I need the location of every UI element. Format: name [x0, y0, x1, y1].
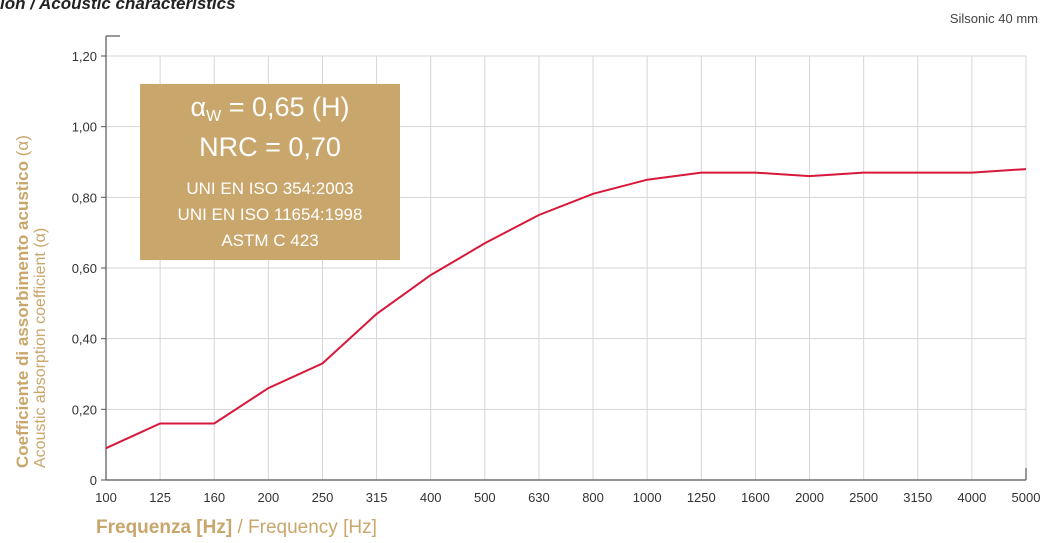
page-heading: ion / Acoustic characteristics: [0, 0, 236, 13]
x-tick-label: 1000: [633, 490, 662, 505]
info-box-background: [140, 84, 400, 260]
y-tick-label: 0,60: [72, 261, 97, 276]
standard-2: UNI EN ISO 11654:1998: [178, 205, 363, 224]
y-axis-label-italian-text: Coefficiente di assorbimento acustico: [13, 161, 32, 468]
x-tick-label: 125: [149, 490, 171, 505]
y-tick-label: 1,20: [72, 49, 97, 64]
standard-1: UNI EN ISO 354:2003: [186, 179, 353, 198]
standard-3: ASTM C 423: [221, 231, 318, 250]
x-tick-label: 2500: [849, 490, 878, 505]
x-axis-label: Frequenza [Hz] / Frequency [Hz]: [96, 517, 377, 538]
y-axis-label-italian: Coefficiente di assorbimento acustico (α…: [13, 135, 32, 468]
alpha-w-label: αW = 0,65 (H): [190, 92, 349, 125]
y-tick-label: 0: [90, 473, 97, 488]
alpha-value: = 0,65 (H): [221, 92, 349, 122]
product-caption: Silsonic 40 mm: [949, 11, 1038, 26]
alpha-subscript: W: [206, 108, 222, 125]
x-tick-label: 1250: [687, 490, 716, 505]
x-axis-label-italian: Frequenza [Hz]: [96, 517, 232, 538]
x-tick-labels: 100 125 160 200 250 315 400 500 630 800 1000 1250 16…: [95, 490, 1040, 505]
x-tick-label: 2000: [795, 490, 824, 505]
x-tick-label: 100: [95, 490, 117, 505]
nrc-label: NRC = 0,70: [199, 132, 341, 162]
y-tick-label: 0,80: [72, 190, 97, 205]
x-tick-label: 250: [312, 490, 334, 505]
x-tick-label: 315: [366, 490, 388, 505]
y-tick-label: 0,20: [72, 402, 97, 417]
x-axis-label-english: / Frequency [Hz]: [232, 517, 377, 538]
x-tick-label: 5000: [1012, 490, 1041, 505]
x-tick-label: 400: [420, 490, 442, 505]
x-tick-label: 3150: [903, 490, 932, 505]
x-tick-label: 1600: [741, 490, 770, 505]
y-axis-label-english: Acoustic absorption coefficient (α): [32, 228, 49, 468]
x-tick-label: 160: [203, 490, 225, 505]
x-tick-label: 800: [582, 490, 604, 505]
x-tick-label: 630: [528, 490, 550, 505]
x-tick-label: 500: [474, 490, 496, 505]
x-tick-label: 4000: [957, 490, 986, 505]
y-axis-label: Coefficiente di assorbimento acustico (α…: [13, 135, 49, 468]
y-tick-label: 1,00: [72, 120, 97, 135]
y-tick-label: 0,40: [72, 332, 97, 347]
y-axis-label-italian-symbol: (α): [13, 135, 32, 161]
axes: [101, 35, 1027, 481]
alpha-symbol: α: [190, 92, 206, 122]
y-tick-labels: 0 0,20 0,40 0,60 0,80 1,00 1,20: [72, 49, 97, 488]
info-box: αW = 0,65 (H) NRC = 0,70 UNI EN ISO 354:…: [140, 84, 400, 260]
series-line: [105, 168, 1027, 450]
x-tick-label: 200: [258, 490, 280, 505]
